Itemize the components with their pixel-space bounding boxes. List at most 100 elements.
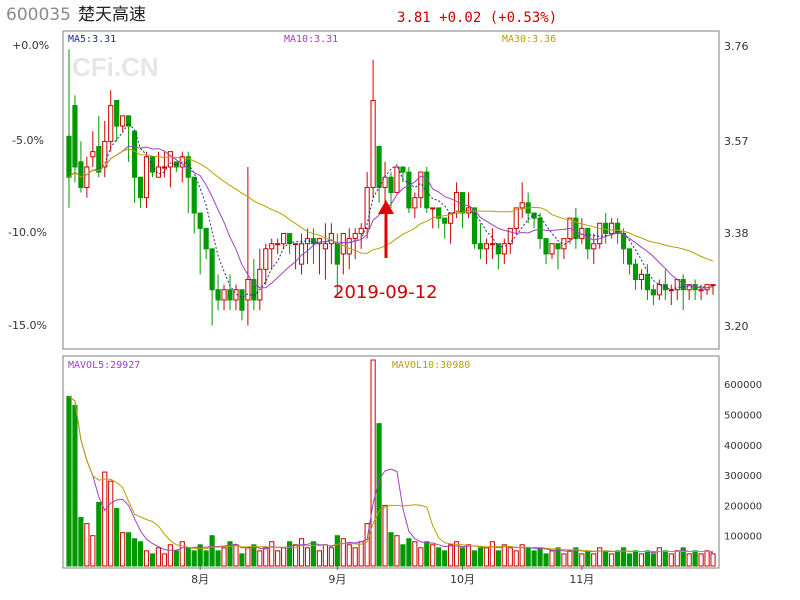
candle-body xyxy=(370,99,376,188)
volume-bar xyxy=(615,550,621,567)
candle-body xyxy=(603,222,609,234)
candle-body xyxy=(340,232,346,255)
volume-bar xyxy=(442,550,448,567)
candle-body xyxy=(406,171,412,209)
candle-body xyxy=(477,243,484,250)
ma10-line xyxy=(68,145,714,289)
right-tick-2: 3.38 xyxy=(724,227,749,240)
candle-body xyxy=(620,232,627,250)
volume-bar xyxy=(293,544,299,567)
volume-tick: 500000 xyxy=(724,411,762,422)
volume-bar xyxy=(108,480,114,567)
left-tick-2: -10.0% xyxy=(8,226,47,239)
candle-body xyxy=(334,243,340,265)
candle-body xyxy=(626,248,633,265)
volume-bar xyxy=(334,535,340,567)
candle-body xyxy=(346,238,352,255)
volume-bar xyxy=(126,532,132,567)
volume-bar xyxy=(543,553,549,567)
volume-bar xyxy=(346,544,352,567)
candle-body xyxy=(430,207,436,210)
stock-quote: 3.81 +0.02 (+0.53%) xyxy=(397,10,558,26)
volume-bar xyxy=(406,538,412,567)
candle-body xyxy=(489,243,495,246)
axis-labels-layer: 600000 500000 400000 300000 200000 100000 8月 9月… xyxy=(191,380,762,586)
candle-body xyxy=(519,202,525,209)
volume-bar xyxy=(185,547,191,567)
volume-bar xyxy=(513,550,519,567)
volume-bar xyxy=(84,523,90,567)
candle-body xyxy=(424,171,430,209)
candle-body xyxy=(352,232,358,240)
volume-bar xyxy=(674,550,680,567)
candle-body xyxy=(293,243,299,246)
candle-body xyxy=(364,186,370,229)
volume-bar xyxy=(66,395,72,567)
candle-body xyxy=(161,166,167,169)
volume-bar xyxy=(448,544,454,567)
volume-bar xyxy=(483,547,489,567)
volume-bar xyxy=(549,550,555,567)
volume-bar xyxy=(680,547,686,567)
candle-body xyxy=(263,248,269,270)
volume-bar xyxy=(275,550,281,567)
candle-body xyxy=(644,273,651,291)
ma5-line xyxy=(68,122,714,299)
volume-bar xyxy=(173,550,179,567)
candle-body xyxy=(358,227,364,234)
volume-bar xyxy=(215,550,221,567)
volume-bar xyxy=(340,538,346,567)
volume-bar xyxy=(239,553,245,567)
mavol10-label: MAVOL10:30980 xyxy=(392,360,470,371)
volume-bar xyxy=(638,553,645,567)
candle-body xyxy=(400,166,406,173)
left-tick-3: -15.0% xyxy=(8,319,47,332)
volume-bar xyxy=(72,404,78,567)
candle-body xyxy=(543,238,549,255)
candle-body xyxy=(96,146,102,173)
candle-body xyxy=(537,217,543,240)
volume-bar xyxy=(609,553,615,567)
watermark: CFi.CN xyxy=(72,52,159,82)
mavol5-label: MAVOL5:29927 xyxy=(68,360,140,371)
volume-bar xyxy=(304,547,311,567)
candle-body xyxy=(710,284,716,287)
candle-body xyxy=(269,243,275,250)
candle-body xyxy=(120,115,126,127)
volume-average-layer xyxy=(68,396,714,554)
candle-body xyxy=(656,284,662,296)
candle-body xyxy=(209,248,215,291)
volume-bar xyxy=(459,547,466,567)
volume-bar xyxy=(585,550,591,567)
candle-body xyxy=(591,243,597,250)
candle-body xyxy=(597,222,603,245)
volume-bar xyxy=(394,535,400,567)
ma30-line xyxy=(68,148,714,262)
candle-body xyxy=(126,115,132,127)
candles-layer xyxy=(66,49,716,326)
stock-code: 600035 xyxy=(6,5,71,25)
volume-bar xyxy=(400,544,406,567)
volume-bar xyxy=(698,553,704,567)
volume-bar xyxy=(555,547,561,567)
candle-body xyxy=(436,207,442,219)
volume-bar xyxy=(179,541,185,567)
volume-bar xyxy=(269,541,275,567)
left-tick-0: +0.0% xyxy=(12,39,49,52)
volume-tick: 300000 xyxy=(724,471,762,482)
candle-body xyxy=(114,99,120,127)
volume-bar xyxy=(525,547,531,567)
volume-bar xyxy=(209,535,215,567)
volume-bar xyxy=(245,547,251,567)
month-label: 8月 xyxy=(191,573,209,586)
candle-body xyxy=(257,268,263,301)
moving-average-layer xyxy=(68,122,714,299)
candle-body xyxy=(221,289,227,301)
candle-body xyxy=(698,289,704,292)
volume-bar xyxy=(298,538,305,567)
right-tick-3: 3.20 xyxy=(724,320,749,333)
volume-bar xyxy=(322,544,328,567)
volume-bar xyxy=(310,541,317,567)
candle-body xyxy=(573,217,579,240)
candle-body xyxy=(84,166,90,188)
